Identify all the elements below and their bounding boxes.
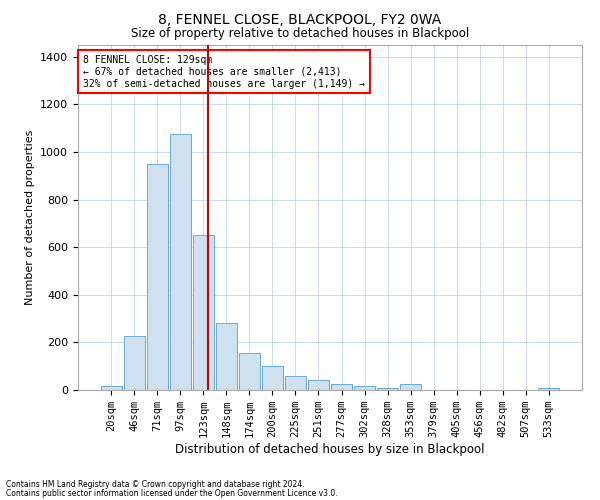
Y-axis label: Number of detached properties: Number of detached properties [25, 130, 35, 305]
Text: Contains HM Land Registry data © Crown copyright and database right 2024.: Contains HM Land Registry data © Crown c… [6, 480, 305, 489]
Bar [400, 384, 421, 390]
Bar [193, 236, 214, 390]
Bar [354, 386, 375, 390]
Bar [262, 366, 283, 390]
Bar [216, 324, 237, 390]
Bar [538, 388, 559, 390]
Text: 8 FENNEL CLOSE: 129sqm
← 67% of detached houses are smaller (2,413)
32% of semi-: 8 FENNEL CLOSE: 129sqm ← 67% of detached… [83, 56, 365, 88]
Bar [147, 164, 167, 390]
Bar [239, 353, 260, 390]
Bar [285, 376, 306, 390]
Bar [170, 134, 191, 390]
Text: Contains public sector information licensed under the Open Government Licence v3: Contains public sector information licen… [6, 488, 338, 498]
Bar [331, 384, 352, 390]
Bar [377, 388, 398, 390]
Text: 8, FENNEL CLOSE, BLACKPOOL, FY2 0WA: 8, FENNEL CLOSE, BLACKPOOL, FY2 0WA [158, 12, 442, 26]
Bar [308, 380, 329, 390]
Text: Size of property relative to detached houses in Blackpool: Size of property relative to detached ho… [131, 28, 469, 40]
Bar [101, 386, 122, 390]
X-axis label: Distribution of detached houses by size in Blackpool: Distribution of detached houses by size … [175, 443, 485, 456]
Bar [124, 336, 145, 390]
